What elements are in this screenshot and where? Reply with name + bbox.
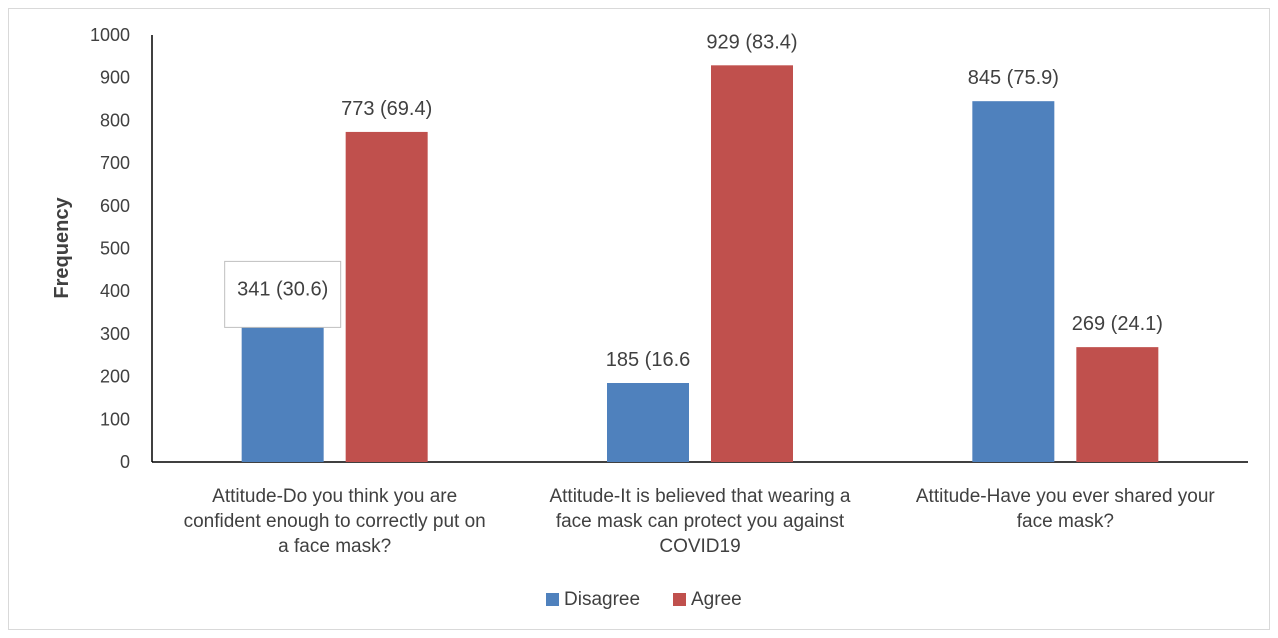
bar-disagree	[607, 383, 689, 462]
legend-label: Agree	[691, 589, 742, 610]
y-tick-label: 1000	[90, 25, 130, 45]
data-label: 929 (83.4)	[706, 31, 797, 53]
legend-label: Disagree	[564, 589, 640, 610]
category-label: Attitude-Do you think you are confident e…	[184, 486, 486, 557]
data-label: 845 (75.9)	[968, 67, 1059, 89]
legend-swatch	[546, 593, 559, 606]
data-label-box	[224, 260, 342, 328]
bar-agree	[345, 131, 428, 462]
y-tick-label: 400	[100, 281, 130, 301]
y-tick-label: 200	[100, 367, 130, 387]
category-label: Attitude-It is believed that wearing a fa…	[549, 486, 850, 557]
bar-agree	[1076, 347, 1159, 462]
y-tick-label: 600	[100, 196, 130, 216]
y-tick-label: 800	[100, 110, 130, 130]
y-tick-label: 0	[120, 452, 130, 472]
y-tick-label: 300	[100, 324, 130, 344]
chart-frame	[8, 8, 1270, 630]
category-label: Attitude-Have you ever shared your face m…	[916, 486, 1216, 532]
data-label: 773 (69.4)	[341, 98, 432, 120]
y-axis-title: Frequency	[51, 197, 73, 299]
category-labels: Attitude-Do you think you are confident e…	[184, 486, 1216, 557]
data-label: 269 (24.1)	[1072, 313, 1163, 335]
y-tick-label: 500	[100, 239, 130, 259]
bar-disagree	[241, 316, 324, 462]
bars	[241, 65, 1159, 462]
legend-swatch	[673, 593, 686, 606]
y-axis-ticks: 0 100 200 300 400 500 600 700 800 900 1000	[90, 25, 130, 472]
bar-agree	[711, 65, 793, 462]
bar-disagree	[972, 101, 1055, 462]
y-tick-label: 100	[100, 409, 130, 429]
data-labels: 341 (30.6) 773 (69.4) 185 (16.6 929 (83.4) 8…	[224, 31, 1163, 371]
data-label: 185 (16.6	[606, 349, 691, 371]
y-tick-label: 700	[100, 153, 130, 173]
y-tick-label: 900	[100, 68, 130, 88]
data-label: 341 (30.6)	[237, 278, 328, 300]
legend: Disagree Agree	[546, 589, 742, 610]
